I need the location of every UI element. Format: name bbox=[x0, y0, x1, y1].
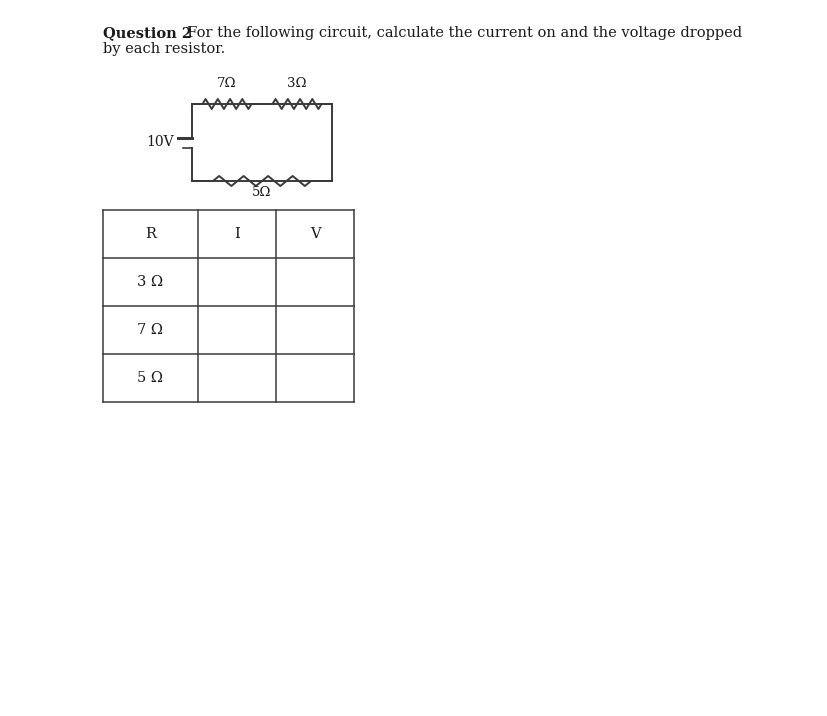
Text: V: V bbox=[309, 227, 320, 241]
Text: For the following circuit, calculate the current on and the voltage dropped: For the following circuit, calculate the… bbox=[178, 26, 741, 40]
Text: 5Ω: 5Ω bbox=[252, 186, 271, 199]
Text: 7 Ω: 7 Ω bbox=[137, 323, 163, 337]
Text: 3Ω: 3Ω bbox=[287, 77, 306, 90]
Text: Question 2: Question 2 bbox=[103, 26, 192, 40]
Text: R: R bbox=[145, 227, 155, 241]
Text: 3 Ω: 3 Ω bbox=[137, 275, 164, 289]
Text: 10V: 10V bbox=[146, 135, 174, 150]
Text: by each resistor.: by each resistor. bbox=[103, 42, 225, 56]
Text: 5 Ω: 5 Ω bbox=[137, 371, 163, 385]
Text: 7Ω: 7Ω bbox=[217, 77, 237, 90]
Text: I: I bbox=[234, 227, 240, 241]
